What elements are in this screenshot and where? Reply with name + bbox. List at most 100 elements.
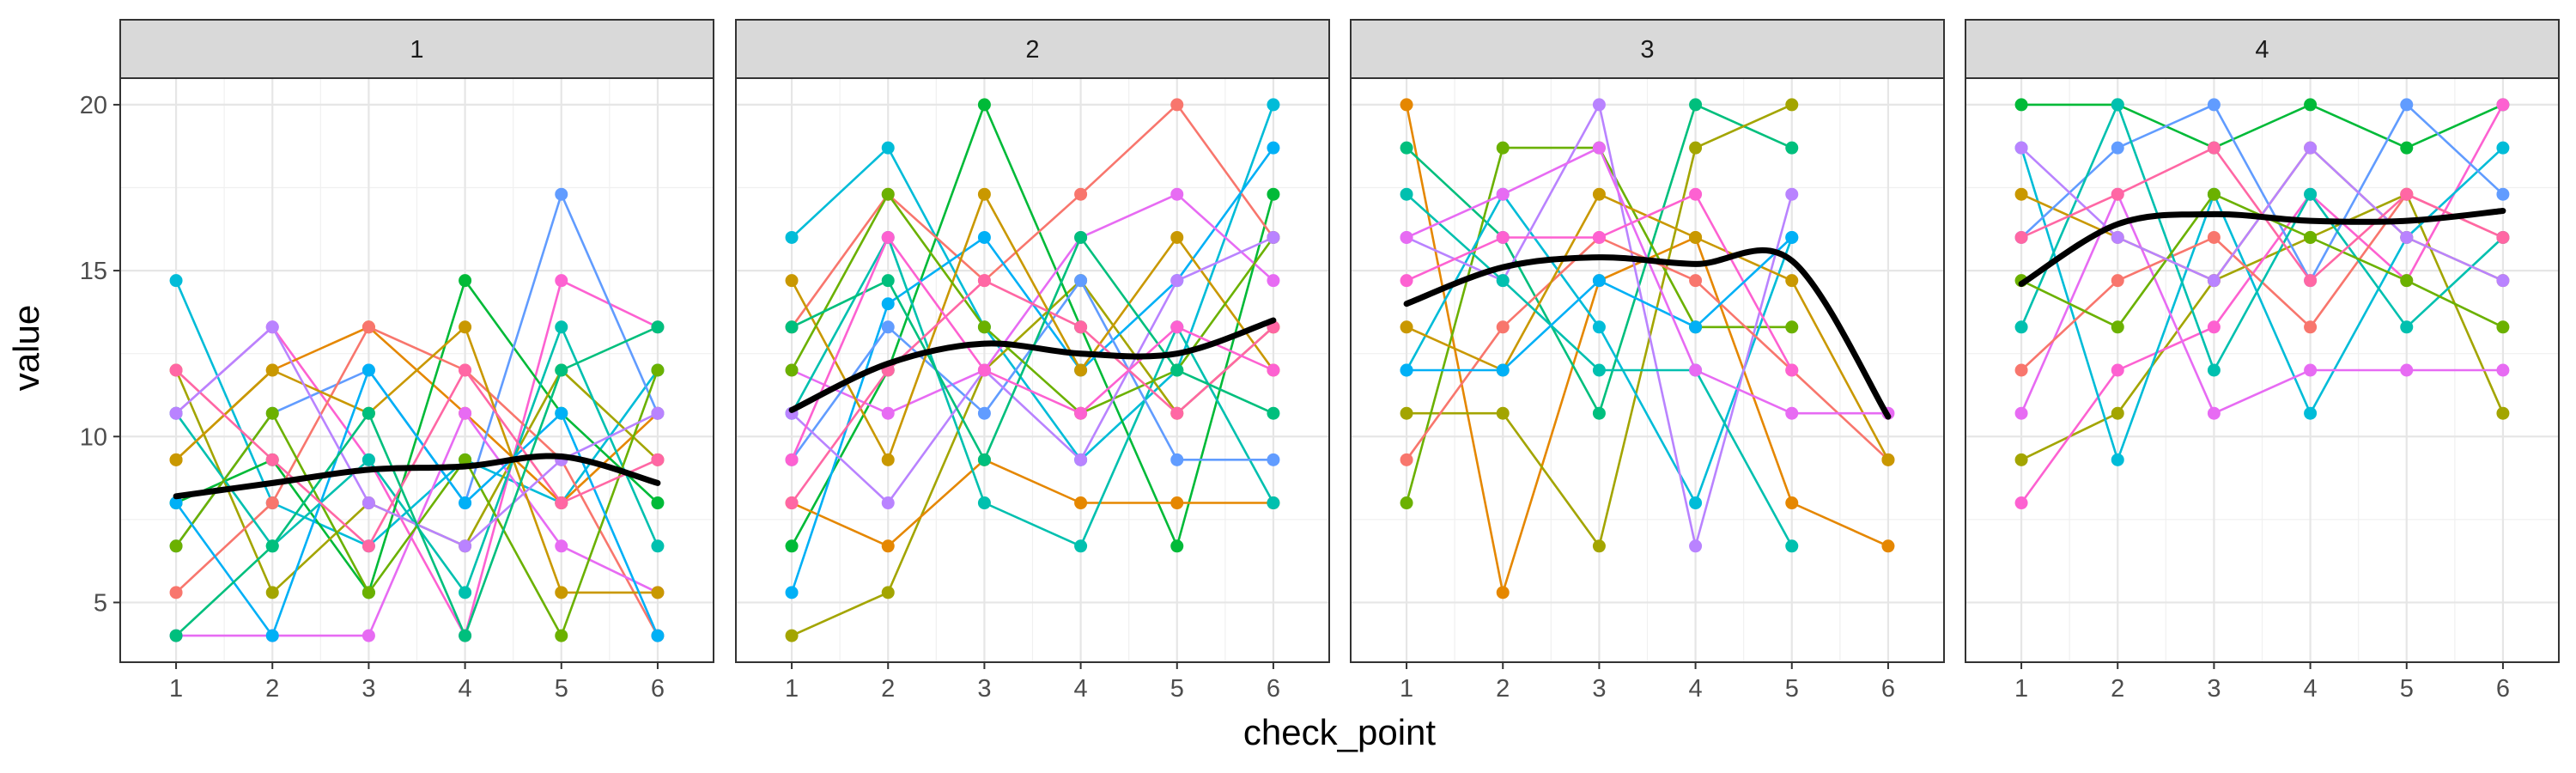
- data-point: [1074, 539, 1088, 553]
- series-line: [2020, 103, 2504, 372]
- data-point: [785, 496, 799, 510]
- data-point: [1785, 98, 1799, 112]
- data-point: [977, 274, 991, 288]
- trend-line: [2018, 208, 2506, 287]
- data-point: [1400, 363, 1413, 377]
- data-point: [1267, 141, 1280, 155]
- strip-label: 3: [1640, 36, 1654, 64]
- data-point: [977, 187, 991, 201]
- data-point: [785, 320, 799, 334]
- data-point: [1400, 141, 1413, 155]
- data-point: [1400, 98, 1413, 112]
- data-point: [1592, 98, 1606, 112]
- data-point: [651, 363, 665, 377]
- data-point: [2111, 187, 2124, 201]
- data-point: [1074, 320, 1088, 334]
- data-point: [2496, 274, 2510, 288]
- data-point: [2111, 141, 2124, 155]
- data-point: [1689, 98, 1703, 112]
- data-point: [651, 496, 665, 510]
- data-point: [361, 496, 375, 510]
- data-point: [1170, 453, 1184, 466]
- series-line: [790, 192, 1274, 461]
- strip-background: [735, 19, 1330, 79]
- series-line: [790, 236, 1275, 548]
- data-point: [2496, 320, 2510, 334]
- data-point: [1267, 406, 1280, 420]
- data-point: [785, 539, 799, 553]
- data-point: [555, 406, 568, 420]
- data-point: [1400, 274, 1413, 288]
- data-point: [881, 187, 895, 201]
- data-point: [977, 98, 991, 112]
- data-point: [1400, 496, 1413, 510]
- data-point: [1267, 98, 1280, 112]
- data-point: [977, 453, 991, 466]
- data-point: [1074, 187, 1088, 201]
- series-line: [175, 326, 659, 637]
- data-point: [1592, 187, 1606, 201]
- data-point: [2207, 406, 2221, 420]
- data-point: [555, 629, 568, 642]
- data-point: [651, 406, 665, 420]
- data-point: [1267, 274, 1280, 288]
- series-line: [791, 279, 1274, 504]
- data-point: [459, 363, 472, 377]
- x-axis-title: check_point: [1243, 712, 1436, 752]
- data-point: [881, 320, 895, 334]
- data-point: [459, 629, 472, 642]
- data-point: [2400, 141, 2414, 155]
- strip-label: 1: [410, 36, 423, 64]
- data-point: [1689, 230, 1703, 244]
- data-point: [1496, 187, 1510, 201]
- x-tick-label: 4: [2304, 675, 2318, 703]
- data-point: [785, 230, 799, 244]
- x-tick-label: 5: [1785, 675, 1799, 703]
- x-tick-label: 3: [2207, 675, 2221, 703]
- data-point: [1170, 320, 1184, 334]
- data-point: [1881, 453, 1895, 466]
- data-point: [265, 406, 279, 420]
- series-line: [791, 458, 1273, 548]
- series-line: [175, 326, 659, 636]
- x-tick-label: 2: [1496, 675, 1510, 703]
- data-point: [2014, 187, 2028, 201]
- data-point: [1785, 320, 1799, 334]
- panel-2: 2 1 2 3 4 5 6: [735, 19, 1330, 703]
- x-tick-label: 2: [265, 675, 279, 703]
- data-point: [2304, 274, 2318, 288]
- panel-3: 3 1 2 3 4 5 6: [1350, 19, 1945, 703]
- data-point: [1170, 187, 1184, 201]
- data-point: [1496, 586, 1510, 600]
- data-point: [1170, 406, 1184, 420]
- data-point: [2496, 406, 2510, 420]
- data-point: [1170, 98, 1184, 112]
- panel-1: 1 1 2 3 4 5 6 5 10 15 20: [80, 19, 714, 703]
- strip-background: [119, 19, 714, 79]
- data-point: [1592, 274, 1606, 288]
- series-line: [790, 103, 1275, 548]
- data-point: [1689, 141, 1703, 155]
- data-point: [1400, 187, 1413, 201]
- data-point: [1689, 363, 1703, 377]
- data-point: [2400, 187, 2414, 201]
- data-point: [2496, 230, 2510, 244]
- data-point: [2207, 320, 2221, 334]
- data-point: [555, 320, 568, 334]
- strip-label: 4: [2255, 36, 2269, 64]
- data-point: [881, 539, 895, 553]
- series-line: [2021, 103, 2504, 149]
- x-tick-label: 5: [555, 675, 568, 703]
- data-point: [1170, 363, 1184, 377]
- data-point: [2304, 98, 2318, 112]
- data-point: [2400, 363, 2414, 377]
- data-point: [1689, 274, 1703, 288]
- data-point: [265, 453, 279, 466]
- y-tick-label: 15: [80, 258, 107, 285]
- series-line: [791, 103, 1274, 328]
- data-point: [2014, 98, 2028, 112]
- x-tick-label: 4: [1689, 675, 1703, 703]
- data-point: [1785, 363, 1799, 377]
- x-tick-label: 1: [785, 675, 799, 703]
- data-point: [1074, 406, 1088, 420]
